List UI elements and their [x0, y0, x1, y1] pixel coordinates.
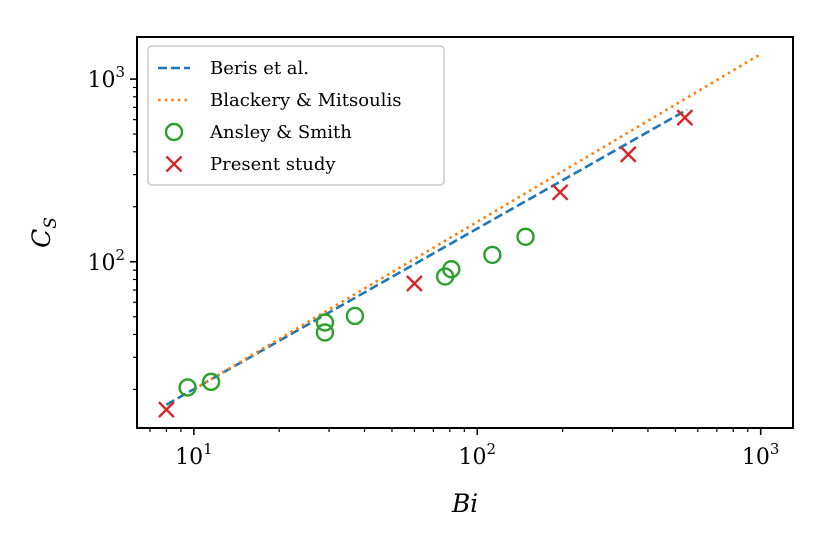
ansley-point — [345, 306, 365, 326]
axes-frame — [136, 36, 794, 429]
ansley-point — [516, 227, 535, 246]
x-tick-label: 103 — [742, 440, 780, 470]
legend-label: Present study — [210, 154, 336, 175]
y-axis-ticks: 102 103 — [87, 63, 137, 391]
legend-entry: Ansley & Smith — [164, 122, 352, 143]
x-tick-label: 102 — [459, 440, 497, 470]
y-axis-label: CS — [27, 217, 61, 248]
x-axis-label: Bi — [451, 489, 478, 518]
ansley-point — [442, 260, 461, 279]
y-tick-label: 103 — [87, 63, 125, 93]
present-study-point — [406, 275, 423, 292]
legend-swatch — [165, 155, 183, 173]
present-study-point — [158, 401, 175, 419]
legend-label: Blackery & Mitsoulis — [210, 90, 401, 111]
y-tick-label: 102 — [87, 246, 125, 276]
legend-entry: Present study — [165, 154, 336, 175]
present-study-point — [551, 183, 569, 201]
ansley-point — [483, 245, 502, 265]
plot-area — [158, 53, 762, 419]
legend-label: Ansley & Smith — [209, 122, 352, 143]
x-tick-label: 101 — [175, 440, 213, 470]
present-study-point — [619, 146, 637, 163]
x-axis-ticks: 101 102 103 — [149, 428, 780, 470]
ansley-point — [315, 323, 335, 342]
legend-box — [147, 45, 445, 186]
legend-entry: Blackery & Mitsoulis — [158, 90, 401, 111]
legend: Beris et al. Blackery & Mitsoulis Ansley &… — [147, 45, 445, 186]
legend-label: Beris et al. — [210, 58, 309, 79]
blackery-line — [193, 53, 762, 391]
ansley-point — [178, 378, 197, 397]
present-study-point — [676, 109, 694, 127]
legend-entry: Beris et al. — [158, 58, 309, 79]
ansley-point — [201, 372, 221, 392]
ansley-point — [315, 313, 335, 332]
legend-swatch — [164, 122, 184, 142]
